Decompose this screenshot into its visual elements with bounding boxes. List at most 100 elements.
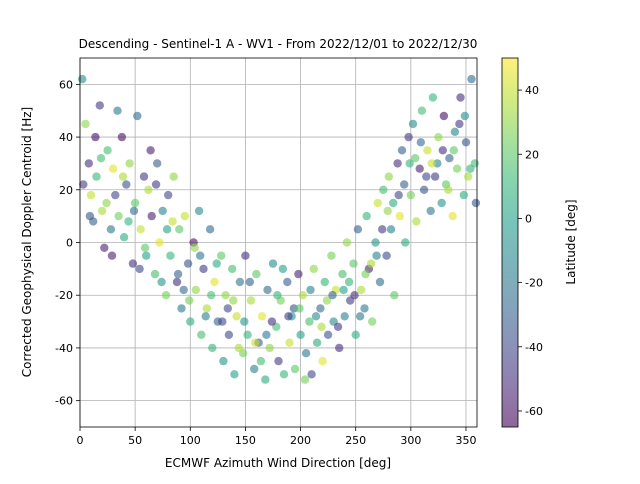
data-point: [146, 146, 155, 155]
data-point: [197, 330, 206, 339]
y-tick-label: 40: [59, 131, 73, 144]
data-point: [111, 190, 120, 200]
data-point: [219, 356, 228, 366]
data-point: [422, 172, 431, 181]
data-point: [84, 159, 94, 168]
data-point: [125, 159, 134, 168]
data-point: [85, 211, 95, 221]
y-tick-label: -40: [55, 342, 73, 355]
data-point: [357, 285, 366, 295]
data-point: [411, 154, 420, 163]
data-point: [157, 277, 166, 287]
data-point: [190, 243, 199, 252]
data-point: [133, 111, 142, 121]
data-point: [91, 132, 100, 142]
data-point: [232, 312, 241, 321]
data-point: [221, 291, 230, 300]
data-point: [307, 370, 316, 379]
data-point: [404, 132, 413, 142]
data-point: [450, 127, 460, 136]
data-point: [158, 206, 167, 216]
data-point: [400, 180, 409, 189]
data-point: [444, 185, 453, 194]
data-point: [147, 211, 156, 221]
data-point: [196, 251, 205, 260]
colorbar-tick-label: -20: [525, 277, 543, 290]
data-point: [416, 138, 425, 147]
data-point: [382, 251, 391, 260]
data-point: [311, 312, 321, 321]
data-point: [467, 74, 476, 84]
data-point: [95, 101, 105, 110]
data-point: [452, 164, 462, 173]
data-point: [274, 356, 283, 366]
data-point: [360, 304, 369, 313]
colorbar: -60 -40 -20 0 20 40: [501, 57, 543, 428]
colorbar-tick-label: 0: [525, 212, 532, 225]
data-point: [256, 356, 266, 366]
data-point: [107, 251, 117, 260]
data-point: [340, 312, 349, 321]
data-point: [305, 317, 314, 326]
data-point: [268, 259, 278, 268]
data-point: [130, 198, 140, 208]
data-point: [208, 343, 217, 353]
data-point: [344, 277, 354, 287]
data-point: [353, 225, 363, 234]
data-point: [309, 264, 318, 274]
data-point: [338, 269, 347, 279]
data-point: [230, 370, 239, 379]
data-point: [290, 364, 300, 374]
data-point: [117, 132, 127, 142]
data-point: [207, 291, 216, 300]
data-point: [406, 190, 415, 200]
y-tick-label: 20: [59, 184, 73, 197]
x-tick-label: 0: [77, 434, 84, 447]
data-point: [245, 277, 254, 287]
data-point: [228, 264, 237, 274]
data-point: [464, 172, 473, 181]
data-point: [383, 206, 392, 216]
data-point: [201, 312, 210, 321]
data-point: [162, 225, 172, 234]
data-point: [427, 159, 436, 168]
data-point: [405, 159, 414, 168]
data-point: [81, 119, 90, 129]
colorbar-tick-label: -40: [525, 341, 543, 354]
colorbar-tick-label: 20: [525, 148, 539, 161]
data-point: [235, 277, 245, 287]
axes-ticks: 0 50 100 150 200 250 300 350 -60 -40 -20 0 20 40 60: [55, 78, 476, 447]
data-point: [362, 211, 371, 221]
data-point: [395, 211, 404, 221]
data-point: [118, 172, 128, 181]
data-point: [445, 154, 454, 163]
data-point: [455, 119, 464, 129]
x-tick-label: 50: [128, 434, 142, 447]
data-point: [300, 375, 310, 384]
colorbar-tick-label: 40: [525, 84, 539, 97]
data-point: [140, 243, 150, 252]
data-point: [428, 93, 438, 102]
data-point: [333, 322, 343, 331]
data-point: [191, 285, 200, 295]
data-point: [279, 370, 289, 379]
data-point: [210, 277, 219, 287]
data-point: [124, 217, 133, 226]
data-point: [317, 322, 326, 331]
data-point: [173, 269, 183, 279]
data-point: [79, 180, 88, 189]
data-point: [96, 154, 106, 163]
x-tick-label: 100: [180, 434, 201, 447]
data-point: [318, 356, 327, 366]
data-point: [142, 251, 151, 260]
data-point: [394, 190, 403, 200]
data-point: [194, 206, 204, 216]
data-point: [114, 211, 123, 221]
data-point: [103, 146, 112, 155]
data-point: [129, 206, 139, 216]
data-point: [166, 251, 175, 260]
data-point: [263, 285, 272, 295]
data-point: [378, 225, 387, 234]
data-point: [183, 259, 193, 268]
